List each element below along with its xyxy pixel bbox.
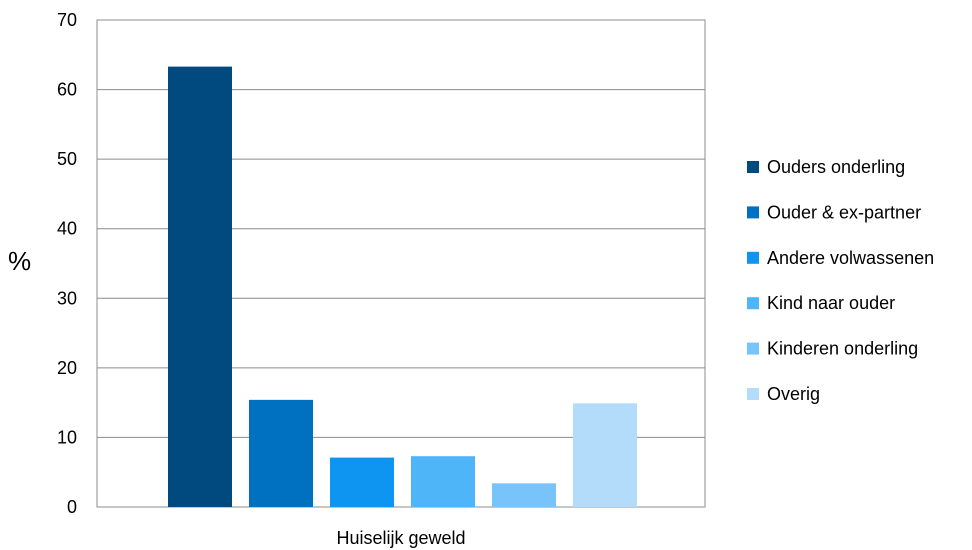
- bar-ouders-onderling: [168, 66, 232, 507]
- legend-swatch: [747, 342, 759, 355]
- bar-kinderen-onderling: [492, 483, 556, 507]
- legend-label: Andere volwassenen: [767, 248, 934, 268]
- x-category-label: Huiselijk geweld: [336, 528, 465, 548]
- y-tick-label: 40: [57, 219, 77, 239]
- legend-label: Ouder & ex-partner: [767, 202, 921, 222]
- legend: Ouders onderling Ouder & ex-partner Andere…: [747, 157, 934, 404]
- y-tick-label: 60: [57, 80, 77, 100]
- y-axis-label: %: [8, 246, 31, 276]
- legend-swatch: [747, 206, 759, 219]
- y-axis-ticks: 0 10 20 30 40 50 60 70: [57, 10, 77, 517]
- legend-swatch: [747, 297, 759, 310]
- bar-andere-volwassenen: [330, 457, 394, 507]
- legend-swatch: [747, 251, 759, 264]
- y-tick-label: 20: [57, 358, 77, 378]
- bars: [168, 66, 637, 507]
- y-tick-label: 70: [57, 10, 77, 30]
- legend-label: Kinderen onderling: [767, 339, 918, 359]
- legend-label: Ouders onderling: [767, 157, 905, 177]
- y-tick-label: 0: [67, 497, 77, 517]
- bar-overig: [573, 403, 637, 507]
- legend-swatch: [747, 388, 759, 400]
- y-tick-label: 10: [57, 427, 77, 447]
- y-tick-label: 30: [57, 288, 77, 308]
- legend-label: Kind naar ouder: [767, 293, 895, 313]
- bar-ouder-ex-partner: [249, 399, 313, 507]
- y-tick-label: 50: [57, 149, 77, 169]
- legend-label: Overig: [767, 384, 820, 404]
- legend-swatch: [747, 161, 759, 173]
- bar-kind-naar-ouder: [411, 456, 475, 507]
